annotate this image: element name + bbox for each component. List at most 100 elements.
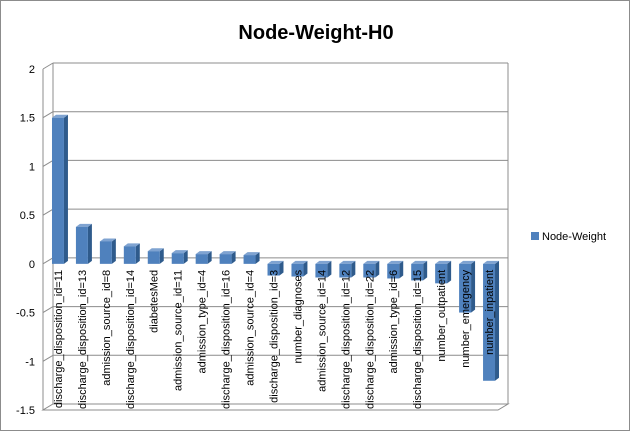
bar-top bbox=[339, 260, 356, 264]
bar bbox=[459, 263, 472, 313]
bar-top bbox=[75, 223, 92, 227]
gridline-side bbox=[42, 257, 54, 265]
bar-side bbox=[471, 260, 476, 313]
legend: Node-Weight bbox=[531, 231, 606, 243]
x-tick-label: discharge_disposition_id=13 bbox=[77, 270, 89, 409]
x-tick-label: discharge_disposition_id=12 bbox=[340, 270, 352, 409]
bar bbox=[267, 263, 280, 276]
bar bbox=[411, 263, 424, 281]
bar bbox=[387, 263, 400, 279]
bar bbox=[171, 253, 184, 264]
bar bbox=[339, 263, 352, 278]
bar-top bbox=[147, 248, 164, 252]
bar bbox=[435, 263, 448, 284]
bar-top bbox=[459, 260, 476, 264]
y-tick-label: 1 bbox=[29, 161, 35, 173]
bar-top bbox=[267, 260, 284, 264]
bar-top bbox=[315, 260, 332, 264]
x-tick-label: discharge_disposition_id=22 bbox=[364, 270, 376, 409]
bar bbox=[195, 254, 208, 264]
bar bbox=[315, 263, 328, 278]
bar bbox=[123, 246, 136, 264]
chart-title: Node-Weight-H0 bbox=[238, 22, 393, 44]
y-tick-label: 2 bbox=[29, 64, 35, 76]
bar-top bbox=[51, 114, 68, 118]
gridline-side bbox=[42, 111, 54, 119]
x-tick-label: number_diagnoses bbox=[292, 269, 304, 363]
gridline-side bbox=[42, 159, 54, 167]
bar-top bbox=[387, 260, 404, 264]
x-tick-label: admission_type_id=4 bbox=[197, 270, 209, 374]
x-tick-label: diabetesMed bbox=[149, 270, 161, 333]
x-tick-label: admission_source_id=14 bbox=[316, 270, 328, 392]
bar bbox=[51, 117, 64, 264]
gridline-side bbox=[42, 208, 54, 216]
bar bbox=[291, 263, 304, 277]
legend-label: Node-Weight bbox=[542, 231, 606, 243]
gridline-side bbox=[42, 306, 54, 314]
x-tick-label: number_inpatient bbox=[484, 270, 496, 355]
plot-area: 2 1.5 1 0.5 0 -0.5 -1 -1.5 discharge_disposition… bbox=[16, 62, 510, 417]
bar-top bbox=[123, 243, 140, 247]
x-tick-label: admission_source_id=8 bbox=[101, 270, 113, 386]
legend-swatch bbox=[531, 232, 539, 240]
y-tick-label: 1.5 bbox=[20, 113, 35, 125]
gridline-side bbox=[42, 62, 54, 70]
bar-top bbox=[243, 252, 260, 256]
bar-side bbox=[87, 223, 92, 264]
bar-top bbox=[219, 251, 236, 255]
bar-side bbox=[375, 260, 380, 278]
x-tick-label: admission_source_id=11 bbox=[173, 270, 185, 391]
bar-side bbox=[327, 260, 332, 278]
y-tick-label: -0.5 bbox=[16, 308, 35, 320]
x-tick-label: discharge_disposition_id=14 bbox=[125, 270, 137, 409]
x-tick-label: number_emergency bbox=[460, 269, 472, 367]
x-tick-label: admission_source_id=4 bbox=[245, 270, 257, 386]
y-tick-label: -1.5 bbox=[16, 405, 35, 417]
bar-top bbox=[411, 260, 428, 264]
x-tick-label: discharge_disposition_id=15 bbox=[412, 270, 424, 409]
y-tick-label: -1 bbox=[25, 356, 35, 368]
bar bbox=[99, 241, 112, 264]
bar-side bbox=[207, 251, 212, 264]
plot-floor bbox=[41, 403, 510, 411]
bar-top bbox=[195, 251, 212, 255]
bar-side bbox=[351, 260, 356, 278]
bar-top bbox=[99, 238, 116, 242]
bar-top bbox=[435, 260, 452, 264]
x-tick-label: admission_type_id=6 bbox=[388, 270, 400, 374]
bar-side bbox=[183, 250, 188, 264]
y-tick-label: 0 bbox=[29, 259, 35, 271]
bar-side bbox=[495, 260, 500, 381]
bar-side bbox=[159, 248, 164, 264]
bar-side bbox=[135, 243, 140, 264]
plot-back-wall bbox=[53, 63, 508, 404]
bar bbox=[243, 255, 256, 264]
x-tick-label: discharge_disposition_id=3 bbox=[269, 270, 281, 403]
bar-side bbox=[111, 238, 116, 264]
bar-side bbox=[255, 252, 260, 264]
x-tick-label: discharge_disposition_id=16 bbox=[221, 270, 233, 409]
bar-top bbox=[363, 260, 380, 264]
bar-side bbox=[423, 260, 428, 281]
bar-top bbox=[171, 250, 188, 254]
bar bbox=[363, 263, 376, 278]
bar-side bbox=[279, 260, 284, 276]
bar bbox=[75, 226, 88, 264]
bar-side bbox=[63, 114, 68, 264]
x-tick-label: number_outpatient bbox=[436, 270, 448, 362]
gridline-side bbox=[42, 354, 54, 362]
y-tick-label: 0.5 bbox=[20, 210, 35, 222]
bar-side bbox=[231, 251, 236, 264]
bar bbox=[219, 254, 232, 264]
x-tick-label: discharge_disposition_id=11 bbox=[53, 270, 65, 408]
bar-side bbox=[447, 260, 452, 284]
bar bbox=[147, 251, 160, 264]
bar bbox=[483, 263, 496, 381]
bar-top bbox=[483, 260, 500, 264]
bar-side bbox=[399, 260, 404, 279]
bar-top bbox=[291, 260, 308, 264]
bar-side bbox=[303, 260, 308, 277]
